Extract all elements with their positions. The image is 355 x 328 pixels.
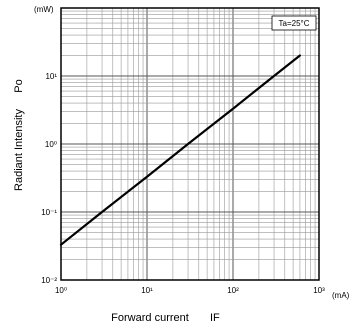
x-tick-label: 10⁰ [55, 286, 67, 295]
y-tick-label: 10⁰ [45, 140, 57, 149]
plot-area-frame [60, 7, 320, 281]
tick-labels: 10⁰ 10¹ 10² 10³ 10⁻² 10⁻¹ 10⁰ 10¹ [41, 72, 325, 295]
y-tick-label: 10⁻¹ [41, 208, 57, 217]
data-series [59, 54, 301, 246]
x-tick-label: 10² [227, 286, 239, 295]
x-tick-label: 10³ [313, 286, 325, 295]
y-axis-symbol: Po [13, 79, 25, 92]
y-tick-label: 10¹ [45, 72, 57, 81]
y-axis-title: Radiant Intensity [13, 109, 25, 191]
annotation-label: Ta=25°C [279, 19, 310, 28]
x-axis-symbol: IF [210, 312, 220, 324]
series-line [59, 54, 301, 246]
y-axis-unit: (mW) [34, 5, 54, 14]
x-axis-title: Forward current [111, 312, 189, 324]
annotation-box [271, 15, 317, 31]
x-axis-unit: (mA) [332, 291, 350, 300]
y-tick-label: 10⁻² [41, 276, 57, 285]
grid-lines [61, 8, 319, 280]
x-tick-label: 10¹ [141, 286, 153, 295]
